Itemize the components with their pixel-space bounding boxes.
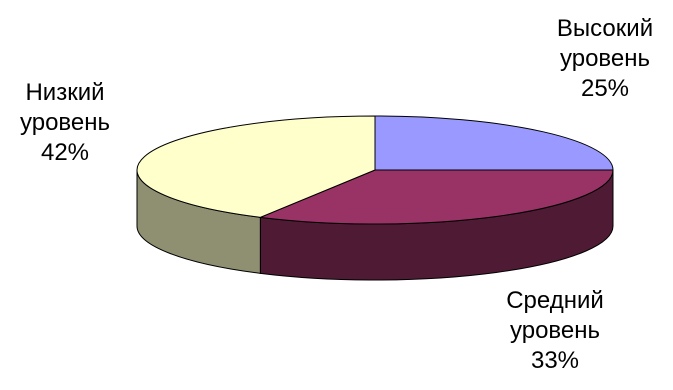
label-mid-percent: 33%: [530, 347, 580, 374]
label-mid-line1: Средний: [506, 287, 604, 314]
label-low-level: Низкий уровень 42%: [6, 78, 124, 168]
label-high-level: Высокий уровень 25%: [540, 14, 670, 104]
label-high-line2: уровень: [559, 45, 650, 72]
label-mid-level: Средний уровень 33%: [480, 286, 630, 376]
pie-tops: [136, 115, 614, 225]
pie-slice-2: [136, 115, 376, 218]
label-low-line2: уровень: [19, 109, 110, 136]
label-high-line1: Высокий: [556, 15, 654, 42]
label-low-percent: 42%: [40, 139, 90, 166]
pie-slice-1: [258, 169, 614, 225]
label-mid-line2: уровень: [509, 317, 600, 344]
label-low-line1: Низкий: [25, 79, 105, 106]
pie-slice-0: [374, 115, 614, 171]
label-high-percent: 25%: [580, 75, 630, 102]
